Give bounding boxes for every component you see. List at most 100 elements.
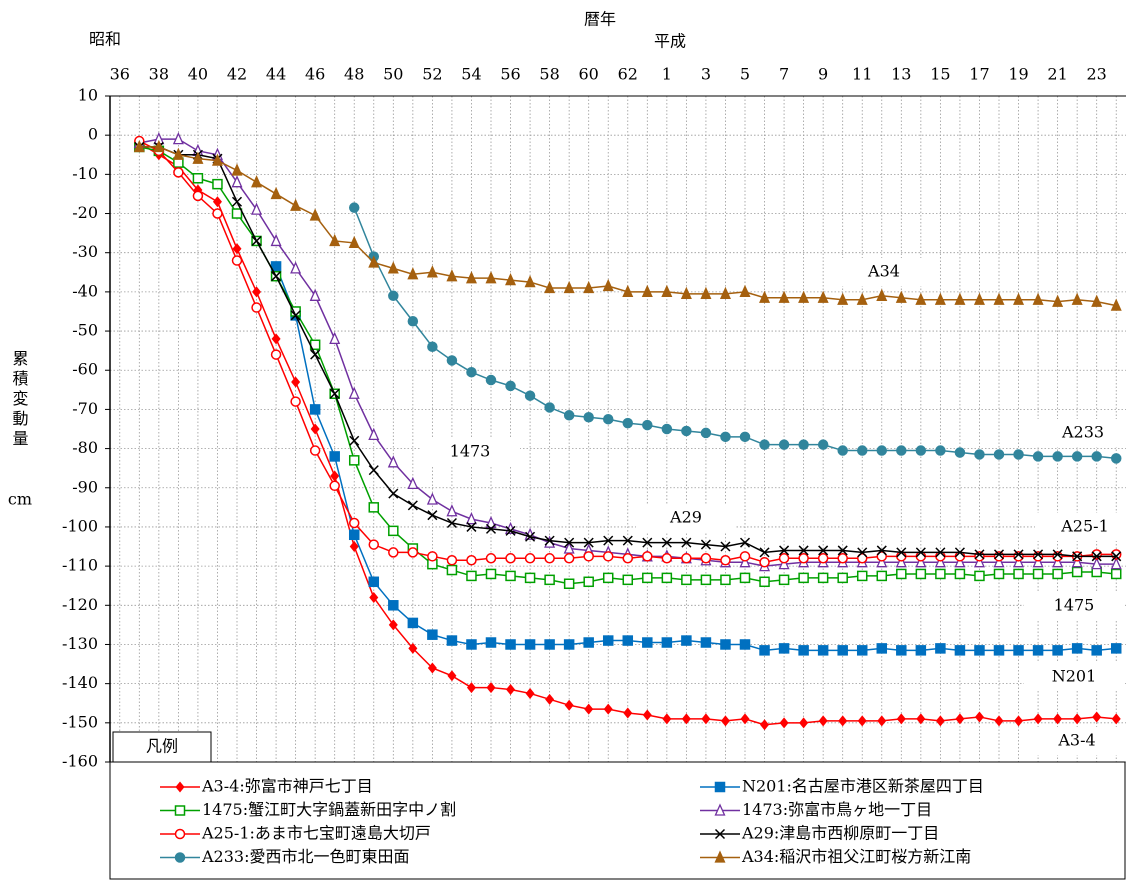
marker	[779, 717, 789, 729]
y-tick-label: 10	[78, 86, 98, 105]
marker	[974, 549, 985, 560]
marker	[1013, 549, 1024, 560]
y-tick-label: -10	[72, 164, 98, 183]
marker	[544, 639, 555, 650]
marker	[857, 715, 867, 727]
marker	[916, 713, 926, 725]
y-tick-label: -30	[72, 242, 98, 261]
marker	[387, 261, 399, 274]
marker	[1072, 551, 1083, 562]
marker	[817, 553, 829, 564]
marker	[348, 455, 360, 466]
marker	[993, 449, 1005, 460]
marker	[798, 572, 809, 584]
marker	[935, 568, 946, 580]
marker	[310, 423, 320, 435]
marker	[427, 662, 437, 674]
marker	[856, 570, 868, 582]
marker	[232, 243, 242, 255]
marker	[1032, 292, 1044, 305]
marker	[642, 551, 653, 562]
marker	[309, 288, 321, 301]
marker	[1013, 555, 1025, 568]
marker	[485, 637, 497, 648]
marker	[192, 151, 204, 164]
marker	[1032, 551, 1044, 562]
x-tick-label: 58	[539, 65, 559, 84]
marker	[1091, 557, 1103, 570]
marker	[603, 703, 613, 715]
marker	[1071, 566, 1083, 578]
marker	[388, 525, 399, 537]
series	[133, 139, 1122, 311]
marker	[271, 333, 281, 345]
marker	[662, 713, 672, 725]
marker	[1071, 555, 1083, 568]
marker	[583, 411, 594, 423]
marker	[368, 576, 380, 588]
y-tick-label: -110	[62, 556, 98, 575]
marker	[387, 455, 399, 468]
y-tick-label: -90	[72, 477, 98, 496]
x-tick-label: 36	[110, 65, 130, 84]
marker	[720, 431, 731, 443]
marker	[388, 547, 399, 558]
marker	[993, 551, 1005, 562]
marker	[446, 355, 458, 366]
marker	[856, 645, 868, 656]
marker	[993, 645, 1005, 656]
marker	[974, 645, 985, 656]
marker	[1091, 645, 1102, 656]
marker	[349, 541, 359, 553]
x-tick-label: 46	[305, 65, 325, 84]
marker	[739, 284, 751, 298]
marker	[486, 682, 496, 694]
marker	[368, 465, 379, 476]
marker	[407, 617, 419, 629]
marker	[622, 635, 634, 646]
marker	[252, 286, 262, 298]
marker	[681, 425, 692, 437]
annotation-bg	[1027, 727, 1126, 755]
marker	[935, 715, 945, 727]
era-label: 平成	[654, 32, 686, 51]
marker	[1032, 568, 1044, 580]
marker	[680, 286, 692, 299]
marker	[251, 235, 262, 246]
marker	[759, 556, 770, 568]
marker	[661, 637, 673, 648]
marker	[212, 208, 223, 219]
marker	[1033, 713, 1043, 725]
marker	[465, 512, 477, 525]
marker	[837, 545, 848, 556]
annotation-bg	[834, 258, 934, 286]
marker	[1091, 294, 1103, 307]
marker	[290, 261, 302, 274]
marker	[876, 551, 888, 562]
marker	[291, 376, 301, 388]
marker	[661, 572, 673, 584]
marker	[485, 271, 497, 284]
annotation-bg	[420, 438, 520, 466]
marker	[251, 302, 262, 313]
marker	[876, 545, 887, 556]
marker	[915, 547, 926, 558]
marker	[1092, 711, 1102, 723]
legend-label: A29:津島市西柳原町一丁目	[741, 824, 939, 843]
legend-item: 1473:弥富市鳥ヶ地一丁目	[700, 800, 932, 819]
annotation: A233	[1061, 423, 1104, 442]
marker	[505, 273, 517, 286]
marker	[817, 645, 829, 656]
marker	[563, 410, 575, 421]
marker	[192, 190, 204, 202]
marker	[1033, 549, 1044, 560]
marker	[915, 555, 927, 568]
marker	[818, 715, 828, 727]
marker	[973, 555, 985, 568]
marker	[583, 551, 594, 562]
marker	[857, 547, 868, 558]
marker	[348, 386, 360, 399]
marker	[856, 292, 868, 305]
marker	[974, 551, 985, 562]
